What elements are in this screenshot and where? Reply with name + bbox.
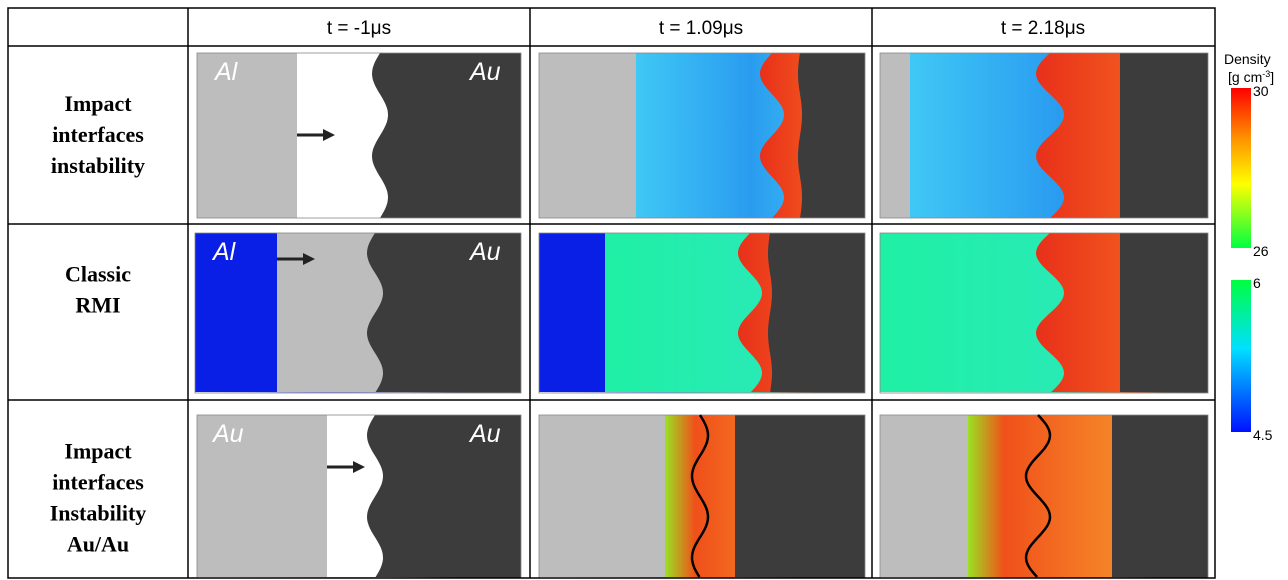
column-header: t = 1.09μs [659, 18, 743, 39]
material-label: Au [468, 238, 501, 266]
material-label: Al [213, 58, 239, 86]
colorbar-unit: [g cm-3] [1228, 69, 1274, 85]
material-label: Al [211, 238, 237, 266]
row-label: Classic [65, 262, 131, 287]
cb-tick: 30 [1253, 83, 1269, 99]
material-label: Au [468, 58, 501, 86]
row-label: interfaces [52, 122, 144, 147]
region [735, 415, 865, 578]
region [1112, 415, 1208, 578]
unit: [g cm [1228, 69, 1262, 85]
material-label: Au [468, 420, 501, 448]
column-header: t = -1μs [327, 18, 391, 39]
row-label: Au/Au [67, 532, 129, 557]
region [798, 53, 865, 218]
arrow-head [323, 129, 335, 141]
row-label: Impact [64, 439, 132, 464]
colorbar-title: Density [1224, 51, 1271, 67]
panel-frame [879, 52, 1209, 219]
region [367, 415, 521, 578]
region [367, 233, 521, 393]
arrow-head [353, 461, 365, 473]
table-border [7, 7, 1216, 579]
column-header: t = 2.18μs [1001, 18, 1085, 39]
material-label: Au [211, 420, 244, 448]
row-label: RMI [75, 293, 120, 318]
colorbar-upper [1231, 88, 1251, 248]
cb-tick: 26 [1253, 243, 1269, 259]
row-label: instability [51, 153, 145, 178]
cb-tick: 4.5 [1253, 427, 1273, 443]
row-label: interfaces [52, 470, 144, 495]
region [768, 233, 865, 393]
panel-frame [194, 232, 522, 394]
arrow-head [303, 253, 315, 265]
region [1120, 53, 1208, 218]
panel-frame [538, 232, 866, 394]
region [1120, 233, 1208, 393]
panel-frame [879, 232, 1209, 394]
unit-end: ] [1270, 69, 1274, 85]
interface-line [690, 414, 710, 578]
colorbar-lower [1231, 280, 1251, 432]
interface-line [1024, 414, 1052, 578]
row-label: Instability [50, 501, 147, 526]
panel-frame [538, 52, 866, 219]
row-label: Impact [64, 91, 132, 116]
table-grid [7, 7, 1216, 579]
panel-frame [196, 52, 522, 219]
cb-tick: 6 [1253, 275, 1261, 291]
region [372, 53, 521, 218]
unit-sup: -3 [1262, 69, 1270, 79]
